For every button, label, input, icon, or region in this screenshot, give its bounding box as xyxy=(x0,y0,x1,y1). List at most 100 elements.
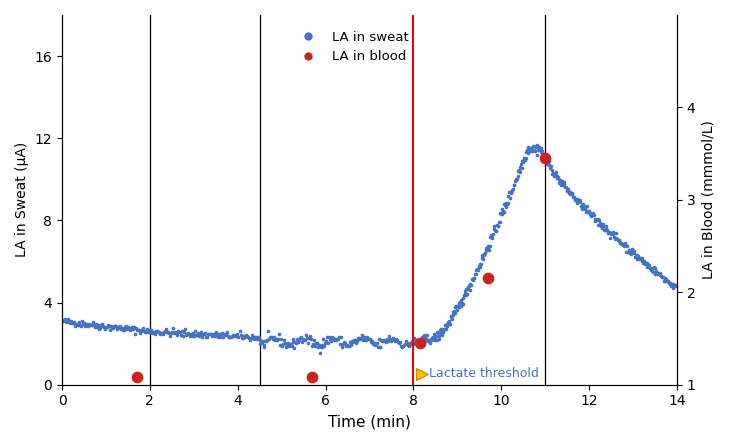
Point xyxy=(634,255,645,262)
Point xyxy=(437,326,449,333)
Point xyxy=(267,336,279,343)
Point xyxy=(162,328,174,335)
Point xyxy=(442,321,453,328)
Point xyxy=(599,227,611,234)
Point xyxy=(315,341,327,348)
Point xyxy=(507,186,518,193)
Point xyxy=(165,329,177,336)
Point xyxy=(450,303,461,310)
Point xyxy=(523,149,534,156)
Point xyxy=(145,326,157,333)
Point xyxy=(556,179,568,186)
Point xyxy=(530,144,542,151)
Point xyxy=(210,328,222,335)
Point xyxy=(626,246,638,253)
Text: Lactate threshold: Lactate threshold xyxy=(429,367,539,380)
Point xyxy=(605,231,617,238)
Point xyxy=(90,320,101,327)
Point xyxy=(339,340,350,347)
Point xyxy=(650,265,661,272)
Point xyxy=(593,216,605,223)
Point xyxy=(403,341,415,348)
Point xyxy=(414,340,426,347)
Point xyxy=(272,336,284,343)
Point xyxy=(199,330,210,337)
Point xyxy=(450,306,462,313)
Point xyxy=(112,325,124,332)
Point xyxy=(359,336,371,343)
Point xyxy=(607,230,619,237)
Point xyxy=(656,274,667,281)
Point xyxy=(669,282,680,289)
Point xyxy=(419,337,431,345)
Point xyxy=(534,144,546,151)
Point xyxy=(306,342,318,349)
Point xyxy=(303,334,315,341)
Point xyxy=(294,334,306,341)
Point xyxy=(418,334,429,341)
Point xyxy=(418,332,430,339)
Point xyxy=(410,336,422,343)
Point xyxy=(317,343,328,350)
Point xyxy=(557,182,569,189)
Point xyxy=(539,156,551,163)
Point xyxy=(260,338,272,345)
Point xyxy=(354,335,366,342)
Point xyxy=(637,260,649,267)
Point xyxy=(433,333,445,340)
Point xyxy=(283,343,294,350)
Point xyxy=(654,269,666,276)
Point xyxy=(115,325,127,332)
Point xyxy=(664,279,676,286)
Point xyxy=(502,199,513,206)
Point xyxy=(515,161,527,168)
Point xyxy=(643,263,655,270)
Point xyxy=(604,234,615,241)
Point xyxy=(335,333,347,341)
Point xyxy=(491,222,503,229)
Point xyxy=(474,263,485,270)
Point xyxy=(207,331,219,338)
Point xyxy=(280,343,291,350)
Point xyxy=(244,336,256,343)
Point xyxy=(301,335,313,342)
Point xyxy=(576,204,588,211)
Point xyxy=(234,328,245,335)
Point xyxy=(207,333,218,340)
Point xyxy=(223,333,235,341)
Point xyxy=(545,163,557,170)
Point xyxy=(395,343,407,350)
Point xyxy=(513,166,525,174)
Point xyxy=(668,281,680,289)
Point xyxy=(431,337,442,344)
Point xyxy=(113,324,125,331)
Point xyxy=(149,331,161,338)
Point xyxy=(394,338,406,345)
Point xyxy=(312,341,324,349)
Point xyxy=(239,333,250,341)
Point xyxy=(621,242,633,249)
Point xyxy=(508,182,520,189)
Point xyxy=(574,199,585,206)
Point xyxy=(412,337,424,344)
Point xyxy=(72,321,84,328)
Point xyxy=(88,321,99,328)
Point xyxy=(147,329,158,336)
Point xyxy=(261,337,273,344)
Point xyxy=(166,329,178,336)
Point xyxy=(153,329,165,336)
Point xyxy=(58,317,70,324)
Point xyxy=(261,337,272,344)
Point xyxy=(420,335,432,342)
Point xyxy=(326,334,338,341)
Point xyxy=(636,257,648,264)
Point xyxy=(217,330,228,337)
Point xyxy=(320,339,331,346)
Point xyxy=(488,222,499,229)
Point xyxy=(429,336,441,343)
Point xyxy=(623,247,635,254)
Point xyxy=(164,329,175,336)
Point xyxy=(444,321,456,328)
Point xyxy=(212,331,223,338)
Point xyxy=(296,338,308,345)
